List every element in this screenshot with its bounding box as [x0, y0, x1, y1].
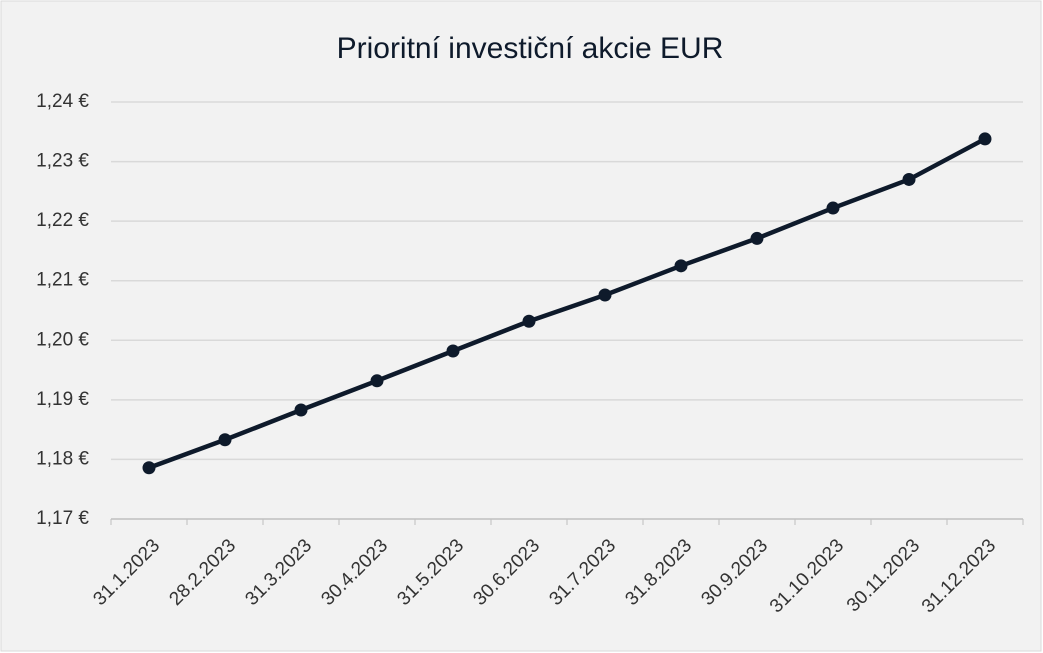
- marker: [750, 231, 764, 245]
- marker: [218, 433, 232, 447]
- marker: [902, 172, 916, 186]
- chart-title: Prioritní investiční akcie EUR: [337, 32, 724, 65]
- y-tick-label: 1,17 €: [36, 508, 89, 529]
- y-tick-label: 1,21 €: [36, 270, 89, 291]
- marker: [370, 374, 384, 388]
- marker: [674, 259, 688, 273]
- marker: [826, 201, 840, 215]
- y-tick-label: 1,18 €: [36, 448, 89, 469]
- line: [148, 136, 987, 470]
- y-tick-label: 1,23 €: [36, 151, 89, 172]
- y-tick-label: 1,24 €: [36, 91, 89, 112]
- y-tick-label: 1,22 €: [36, 210, 89, 231]
- y-tick-label: 1,20 €: [36, 329, 89, 350]
- marker: [294, 403, 308, 417]
- marker: [522, 314, 536, 328]
- marker: [978, 132, 992, 146]
- marker: [142, 461, 156, 475]
- marker: [446, 344, 460, 358]
- y-tick-label: 1,19 €: [36, 389, 89, 410]
- marker: [598, 288, 612, 302]
